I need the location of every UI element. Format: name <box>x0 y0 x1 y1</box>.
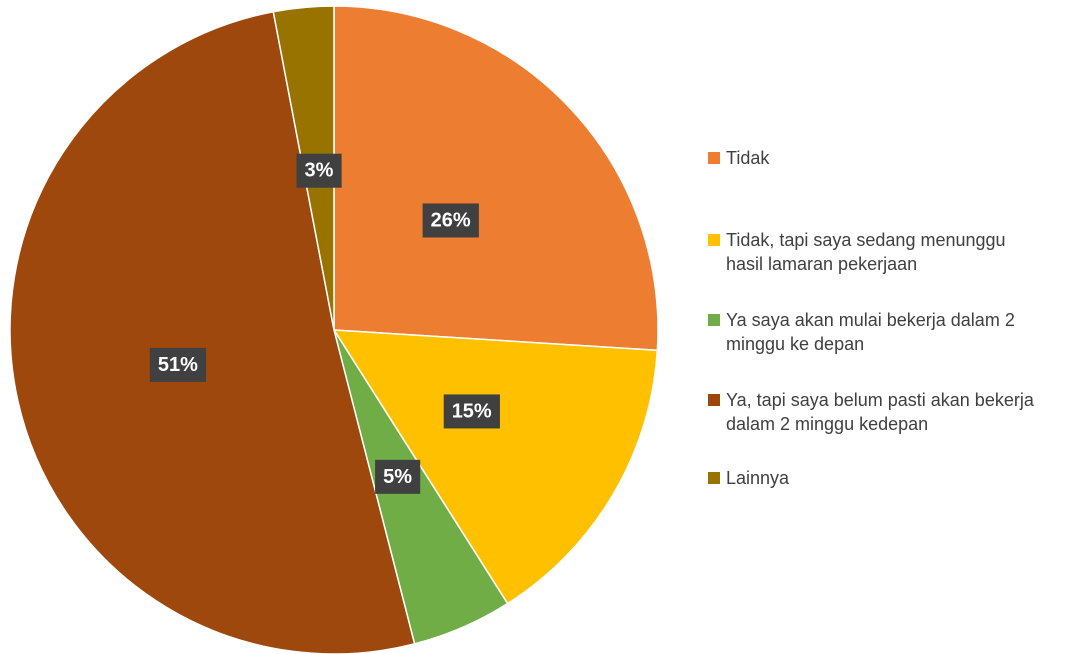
legend-label: Ya saya akan mulai bekerja dalam 2 mingg… <box>726 310 1015 354</box>
data-label-box <box>443 394 500 429</box>
data-label-box <box>296 153 342 188</box>
legend-item: Ya saya akan mulai bekerja dalam 2 mingg… <box>708 308 1046 356</box>
data-label-box <box>422 203 479 238</box>
pie-slice <box>9 10 416 654</box>
legend-item: Tidak <box>708 146 1046 170</box>
data-label: 3% <box>296 153 342 188</box>
data-label-text: 3% <box>304 160 333 182</box>
data-label-text: 5% <box>383 466 412 488</box>
data-label-box <box>375 459 421 494</box>
legend-swatch <box>708 472 720 484</box>
data-label-text: 51% <box>158 354 198 376</box>
legend-label: Tidak <box>726 148 770 168</box>
data-label-text: 26% <box>431 209 471 231</box>
legend-label: Ya, tapi saya belum pasti akan bekerja d… <box>726 390 1034 434</box>
legend-swatch <box>708 152 720 164</box>
legend-item: Ya, tapi saya belum pasti akan bekerja d… <box>708 388 1046 436</box>
data-label-box <box>149 347 207 382</box>
data-label: 15% <box>443 394 500 429</box>
legend-swatch <box>708 394 720 406</box>
data-label-text: 15% <box>452 400 492 422</box>
data-label: 51% <box>149 347 207 382</box>
data-label: 26% <box>422 203 479 238</box>
data-label: 5% <box>375 459 421 494</box>
legend-item: Tidak, tapi saya sedang menunggu hasil l… <box>708 228 1046 276</box>
pie-slice <box>333 5 659 352</box>
legend-label: Lainnya <box>726 468 790 488</box>
legend-swatch <box>708 234 720 246</box>
legend-swatch <box>708 314 720 326</box>
legend-item: Lainnya <box>708 466 1046 490</box>
legend-label: Tidak, tapi saya sedang menunggu hasil l… <box>726 230 1006 274</box>
pie-slice <box>332 329 659 605</box>
